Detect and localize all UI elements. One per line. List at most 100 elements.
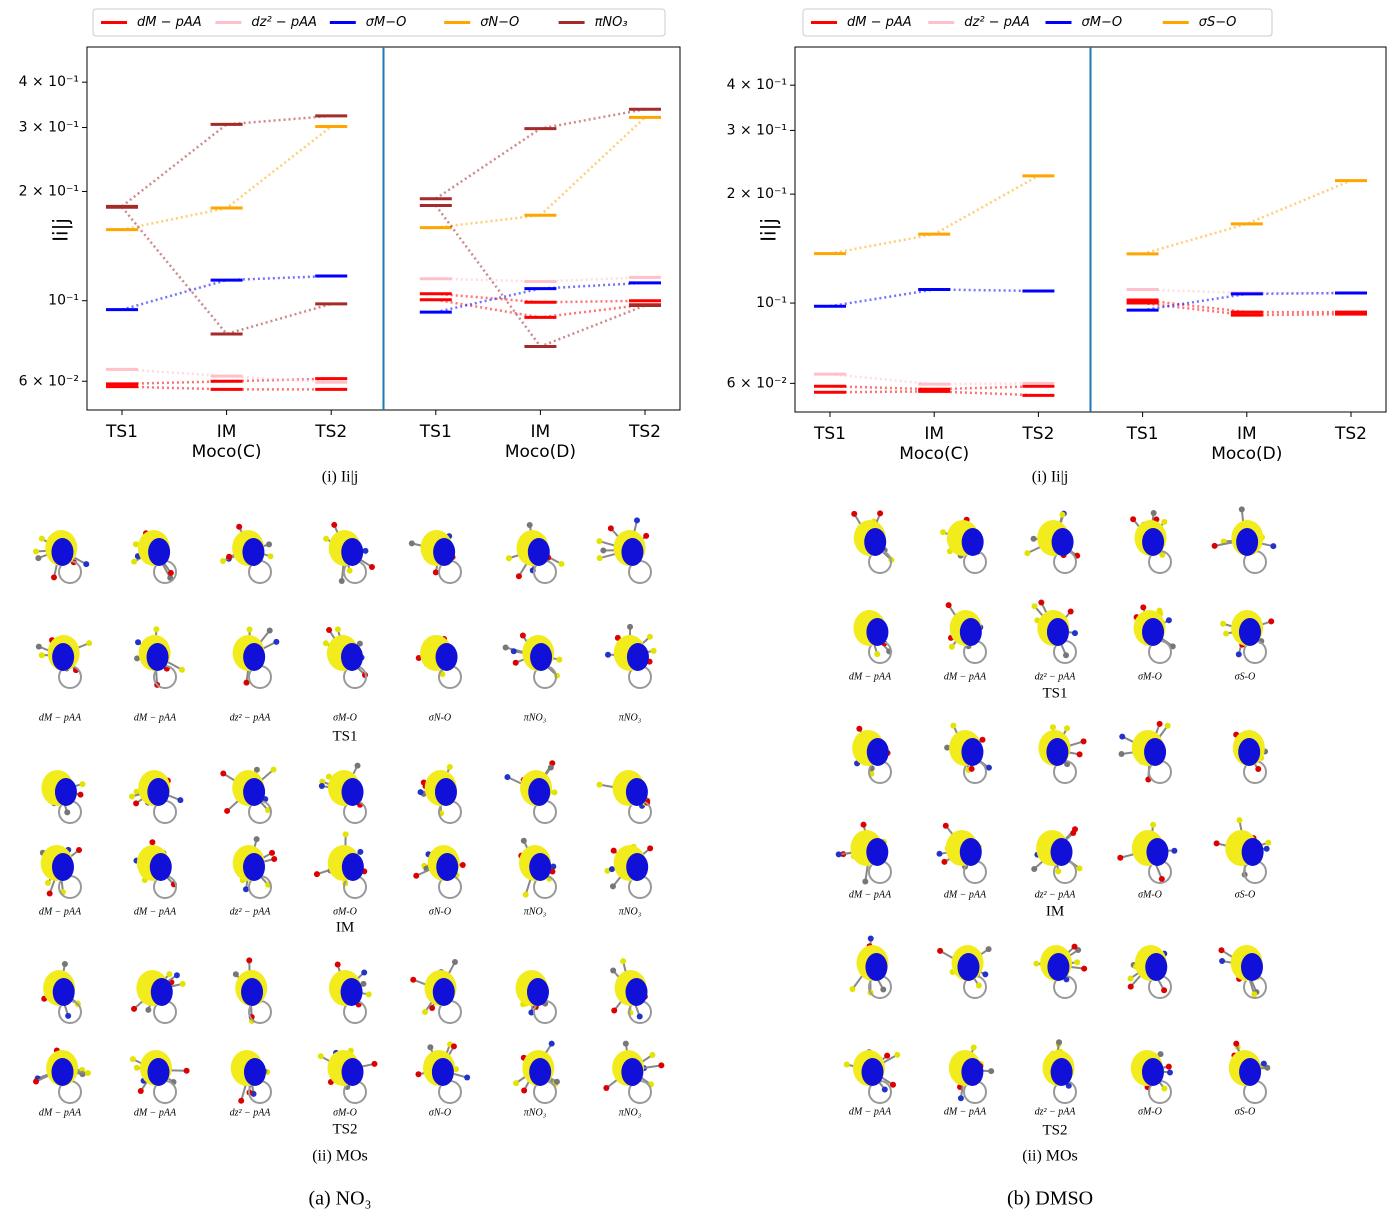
atom <box>658 1062 665 1069</box>
mo-image <box>1133 604 1176 664</box>
atom <box>1251 991 1258 998</box>
atom <box>432 569 439 576</box>
atom <box>32 548 39 555</box>
mo-image <box>1118 720 1172 784</box>
atom <box>1238 506 1245 513</box>
atom <box>968 765 975 772</box>
y-tick-label: 2 × 10⁻¹ <box>727 186 787 202</box>
atom <box>417 789 424 796</box>
atom <box>520 837 527 844</box>
x-tick-label: TS1 <box>813 424 846 444</box>
atom <box>550 863 557 870</box>
y-tick-label: 6 × 10⁻² <box>19 373 79 389</box>
mo-label: dz² − pAA <box>230 906 272 917</box>
x-tick-label: IM <box>531 422 551 442</box>
panel-caption: (b) DMSO <box>1007 1188 1093 1210</box>
x-tick-label: TS1 <box>1126 424 1159 444</box>
atom <box>596 538 603 545</box>
atom <box>877 510 884 517</box>
mo-image <box>596 517 652 584</box>
atom <box>604 867 611 874</box>
lobe <box>1239 1058 1262 1086</box>
lobe <box>530 643 553 671</box>
legend-label: σM−O <box>1082 15 1123 30</box>
atom <box>167 569 174 576</box>
mo-label: σM-O <box>1138 671 1162 682</box>
mo-image <box>603 1040 665 1104</box>
atom <box>38 535 45 542</box>
group-label: Moco(C) <box>192 442 262 462</box>
atom <box>1031 603 1038 610</box>
atom <box>1030 535 1037 542</box>
atom <box>856 725 863 732</box>
connector <box>435 281 646 314</box>
atom <box>318 783 325 790</box>
atom <box>131 558 138 565</box>
lobe <box>529 1058 552 1086</box>
mo-image <box>323 521 375 585</box>
atom <box>232 971 239 978</box>
lobe <box>1236 528 1259 556</box>
mo-image <box>1130 509 1172 574</box>
atom <box>646 633 653 640</box>
atom <box>145 1006 152 1013</box>
mo-label: πNO₃ <box>524 712 547 723</box>
atom <box>446 763 453 770</box>
atom <box>860 821 867 828</box>
atom <box>166 971 173 978</box>
atom <box>880 986 887 993</box>
atom <box>502 644 509 651</box>
y-tick-label: 2 × 10⁻¹ <box>19 183 79 199</box>
lobe <box>1050 1058 1073 1086</box>
mo-image <box>415 635 462 689</box>
atom <box>429 1005 436 1012</box>
mo-image <box>605 623 657 689</box>
atom <box>1081 965 1088 972</box>
lobe <box>528 778 551 806</box>
atom <box>413 872 420 879</box>
atom <box>325 773 332 780</box>
lobe <box>432 978 455 1006</box>
mo-image <box>1031 826 1083 884</box>
lobe <box>866 738 889 766</box>
mo-image <box>1033 943 1088 999</box>
lobe <box>431 1058 454 1086</box>
lobe <box>1141 1058 1164 1086</box>
atom <box>1161 518 1168 525</box>
legend-label: σM−O <box>366 15 407 30</box>
atom <box>1159 551 1166 558</box>
panel-caption: (a) NO₃ <box>308 1188 371 1210</box>
x-tick-label: TS2 <box>628 422 661 442</box>
lobe <box>1241 838 1264 866</box>
mo-image <box>1024 510 1081 574</box>
atom <box>596 555 603 562</box>
mo-image <box>505 522 565 584</box>
atom <box>1219 958 1226 965</box>
atom <box>271 855 278 862</box>
atom <box>521 1087 528 1094</box>
mo-label: dM − pAA <box>39 712 82 723</box>
atom <box>505 555 512 562</box>
atom <box>1171 847 1178 854</box>
atom <box>246 626 253 633</box>
y-tick-label: 6 × 10⁻² <box>727 375 787 391</box>
mo-label: dz² − pAA <box>1035 1106 1077 1117</box>
atom <box>1260 1060 1267 1067</box>
atom <box>558 560 565 567</box>
y-tick-label: 10⁻¹ <box>756 295 787 311</box>
mo-label: dz² − pAA <box>230 712 272 723</box>
chart-caption: (i) Ii|j <box>322 469 359 486</box>
mo-image <box>604 843 654 899</box>
mo-image <box>1117 821 1178 884</box>
connector <box>829 288 1039 308</box>
legend-label: πNO₃ <box>595 15 628 30</box>
mo-image <box>232 626 280 689</box>
atom <box>610 967 617 974</box>
mo-image <box>41 960 82 1024</box>
atom <box>548 1040 555 1047</box>
mo-image <box>131 530 177 584</box>
lobe <box>961 738 984 766</box>
lobe <box>957 953 980 981</box>
atom <box>45 879 52 886</box>
atom <box>410 976 417 983</box>
